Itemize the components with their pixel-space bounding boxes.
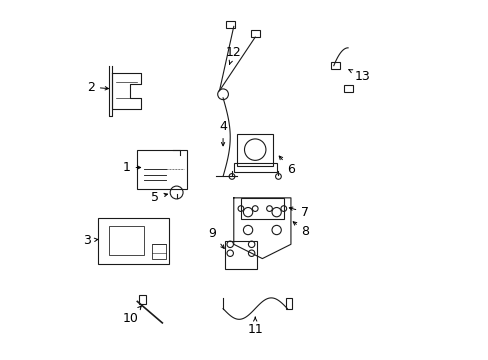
- Text: 9: 9: [208, 227, 224, 248]
- Text: 7: 7: [289, 206, 308, 219]
- Text: 13: 13: [348, 70, 369, 83]
- Text: 8: 8: [293, 222, 308, 238]
- Text: 2: 2: [87, 81, 108, 94]
- Text: 11: 11: [247, 317, 263, 336]
- Text: 1: 1: [122, 161, 141, 174]
- Text: 6: 6: [279, 156, 294, 176]
- Text: 3: 3: [83, 234, 98, 247]
- Text: 10: 10: [122, 306, 141, 325]
- Text: 12: 12: [225, 46, 241, 64]
- Text: 4: 4: [219, 120, 226, 146]
- Text: 5: 5: [151, 191, 167, 204]
